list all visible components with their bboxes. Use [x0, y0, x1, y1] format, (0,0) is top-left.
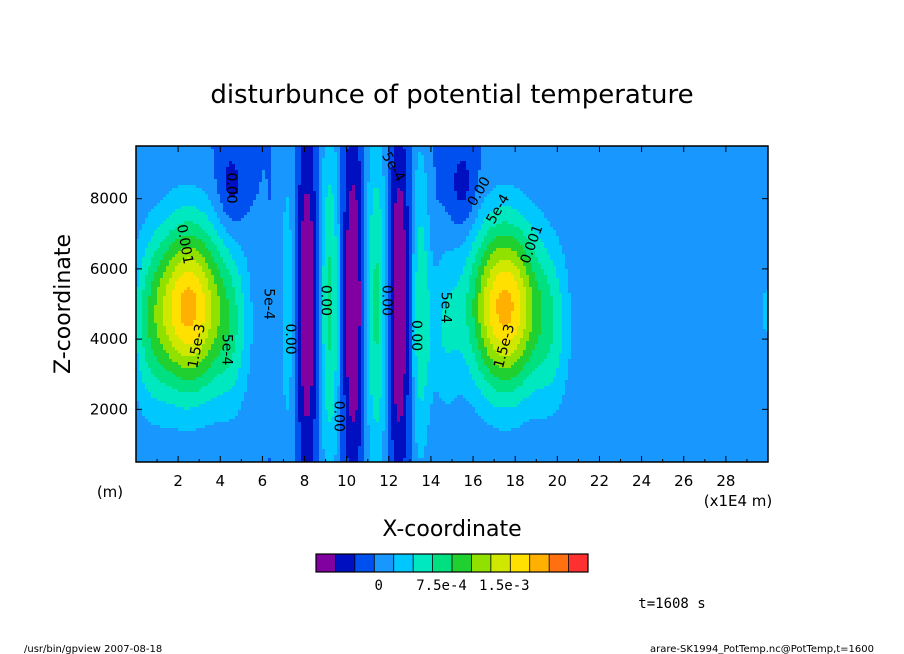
colorbar-swatch: [529, 554, 550, 572]
x-tick-label: 16: [464, 472, 483, 490]
contour-field: [136, 146, 768, 462]
x-tick-label: 20: [548, 472, 567, 490]
contour-label: 0.001: [173, 223, 196, 265]
colorbar-swatch: [471, 554, 492, 572]
colorbar-swatch: [413, 554, 433, 572]
colorbar-tick-label: 0: [375, 578, 383, 594]
colorbar-swatch: [510, 554, 531, 572]
colorbar-swatch: [354, 554, 375, 572]
contour-label: 5e-4: [261, 288, 277, 320]
contour-label: 1.5e-3: [185, 323, 209, 370]
contour-label: 0.00: [282, 324, 298, 355]
x-tick-label: 24: [632, 472, 651, 490]
x-unit-right: (x1E4 m): [704, 492, 773, 510]
x-tick-label: 22: [590, 472, 609, 490]
y-tick-label: 6000: [90, 260, 128, 278]
colorbar-frame: [315, 553, 589, 573]
x-tick-label: 14: [421, 472, 440, 490]
x-tick-label: 4: [215, 472, 225, 490]
colorbar-swatch: [549, 554, 569, 572]
x-tick-label: 2: [173, 472, 183, 490]
colorbar-swatch: [316, 554, 336, 572]
x-tick-label: 28: [716, 472, 735, 490]
x-tick-label: 6: [258, 472, 268, 490]
contour-label: 0.00: [223, 173, 239, 204]
footer-left: /usr/bin/gpview 2007-08-18: [24, 644, 162, 654]
x-tick-label: 18: [506, 472, 525, 490]
x-tick-label: 26: [674, 472, 693, 490]
x-unit-left: (m): [97, 483, 123, 501]
y-tick-label: 4000: [90, 330, 128, 348]
y-axis-ticks: 2000 4000 6000 8000: [90, 190, 768, 418]
y-tick-label: 2000: [90, 400, 128, 418]
time-label: t=1608 s: [638, 596, 705, 612]
contour-label: 0.00: [330, 401, 346, 432]
chart-title: disturbunce of potential temperature: [210, 80, 693, 110]
colorbar-swatch: [568, 554, 589, 572]
x-tick-label: 12: [379, 472, 398, 490]
colorbar-swatch: [490, 554, 511, 572]
contour-label: 0.00: [318, 285, 334, 316]
contour-label: 5e-4: [219, 334, 235, 366]
y-axis-label: Z-coordinate: [51, 234, 76, 374]
y-tick-label: 8000: [90, 190, 128, 208]
colorbar-swatch: [393, 554, 414, 572]
colorbar-tick-label: 7.5e-4: [416, 578, 467, 594]
contour-label: 5e-4: [438, 292, 454, 324]
footer-right: arare-SK1994_PotTemp.nc@PotTemp,t=1600: [650, 644, 874, 654]
colorbar: [315, 553, 589, 573]
contour-label: 0.00: [379, 285, 395, 316]
x-tick-label: 8: [300, 472, 310, 490]
contour-label: 0.00: [408, 320, 424, 351]
colorbar-ticks: 0 7.5e-4 1.5e-3: [375, 578, 530, 594]
x-axis-label: X-coordinate: [382, 517, 521, 542]
colorbar-swatch: [374, 554, 395, 572]
colorbar-swatch: [335, 554, 356, 572]
x-tick-label: 10: [337, 472, 356, 490]
colorbar-swatch: [452, 554, 472, 572]
colorbar-swatch: [432, 554, 453, 572]
colorbar-tick-label: 1.5e-3: [479, 578, 530, 594]
x-axis-ticks: 2 4 6 8 10 12 14 16 18 20 22 24 26 28: [156, 146, 748, 490]
